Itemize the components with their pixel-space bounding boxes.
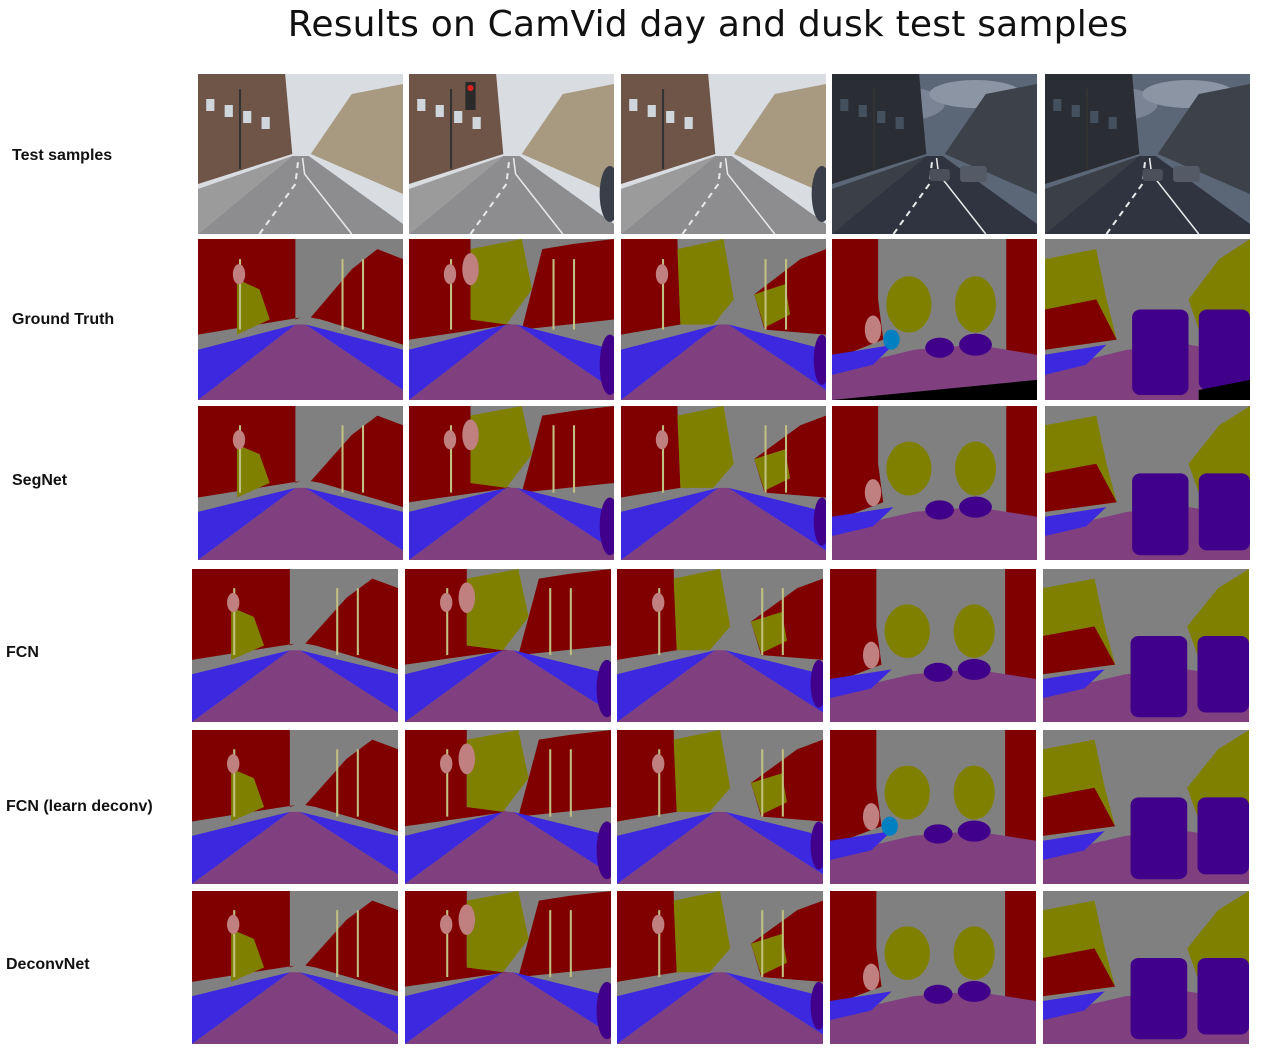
- image-fcn-deconv-5: [1043, 730, 1249, 884]
- image-segnet-1: [198, 406, 403, 560]
- row-label-deconvnet: DeconvNet: [6, 956, 90, 973]
- image-test-2: [409, 74, 614, 234]
- image-deconvnet-1: [192, 891, 398, 1044]
- image-fcn-deconv-3: [617, 730, 823, 884]
- row-label-test-samples: Test samples: [12, 147, 113, 164]
- figure-title: Results on CamVid day and dusk test samp…: [287, 4, 1129, 45]
- image-test-1: [198, 74, 403, 234]
- image-segnet-4: [832, 406, 1037, 560]
- image-fcn-3: [617, 569, 823, 722]
- image-deconvnet-2: [405, 891, 611, 1044]
- image-deconvnet-4: [830, 891, 1036, 1044]
- image-deconvnet-5: [1043, 891, 1249, 1044]
- image-gt-4: [832, 239, 1037, 400]
- row-label-segnet: SegNet: [12, 472, 68, 489]
- image-gt-2: [409, 239, 614, 400]
- image-gt-5: [1045, 239, 1250, 400]
- image-fcn-deconv-1: [192, 730, 398, 884]
- image-fcn-deconv-4: [830, 730, 1036, 884]
- image-segnet-5: [1045, 406, 1250, 560]
- image-segnet-2: [409, 406, 614, 560]
- image-fcn-2: [405, 569, 611, 722]
- image-segnet-3: [621, 406, 826, 560]
- image-fcn-deconv-2: [405, 730, 611, 884]
- image-test-3: [621, 74, 826, 234]
- row-label-fcn: FCN: [6, 644, 39, 661]
- image-fcn-1: [192, 569, 398, 722]
- image-test-4: [832, 74, 1037, 234]
- image-deconvnet-3: [617, 891, 823, 1044]
- image-fcn-4: [830, 569, 1036, 722]
- image-fcn-5: [1043, 569, 1249, 722]
- image-gt-1: [198, 239, 403, 400]
- image-test-5: [1045, 74, 1250, 234]
- image-gt-3: [621, 239, 826, 400]
- row-label-fcn-learn-deconv: FCN (learn deconv): [6, 798, 153, 815]
- row-label-ground-truth: Ground Truth: [12, 311, 115, 328]
